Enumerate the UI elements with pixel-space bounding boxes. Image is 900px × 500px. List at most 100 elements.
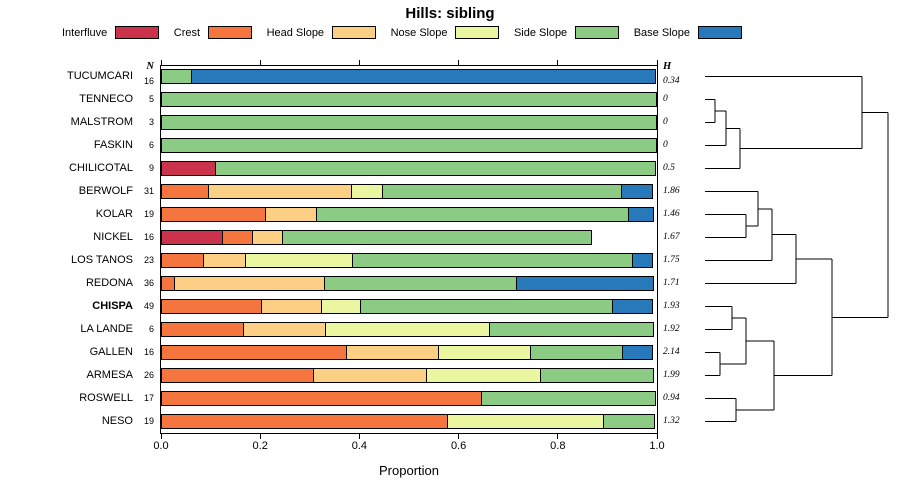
bar-segment-side (602, 414, 655, 429)
n-column-header: N (146, 61, 154, 72)
stacked-bar (161, 322, 654, 337)
bar-segment-base (516, 276, 654, 291)
h-value: 1.67 (663, 232, 680, 242)
legend-label: Base Slope (633, 26, 690, 39)
legend-item-side: Side Slope (514, 26, 620, 39)
n-count: 5 (148, 94, 154, 104)
x-tick (656, 434, 658, 439)
row-label-chilicotal: CHILICOTAL (69, 162, 133, 174)
x-tick (358, 434, 360, 439)
bar-segment-side (480, 391, 656, 406)
h-value: 1.93 (663, 301, 680, 311)
row-label-los-tanos: LOS TANOS (71, 254, 133, 266)
legend-label: Crest (173, 26, 201, 39)
h-value: 0 (663, 94, 668, 104)
nose-swatch (455, 26, 500, 39)
legend-item-interfluve: Interfluve (62, 26, 160, 39)
plot-frame (160, 65, 658, 434)
h-value: 0.94 (663, 393, 680, 403)
bar-segment-base (631, 253, 653, 268)
h-value: 0.34 (663, 76, 680, 86)
h-value: 1.86 (663, 186, 680, 196)
n-count: 36 (143, 278, 154, 288)
x-tick-label: 0.2 (252, 440, 268, 452)
stacked-bar (161, 207, 654, 222)
x-tick-label: 0.6 (450, 440, 467, 452)
bar-segment-side (161, 138, 657, 153)
stacked-bar (161, 345, 653, 360)
n-count: 16 (143, 232, 154, 242)
n-count: 6 (148, 140, 154, 150)
row-label-la-lande: LA LANDE (80, 323, 133, 335)
x-tick-top (160, 60, 162, 65)
stacked-bar (161, 391, 656, 406)
bar-segment-side (215, 161, 656, 176)
x-tick-top (458, 60, 460, 65)
n-count: 3 (148, 117, 154, 127)
row-label-nickel: NICKEL (93, 231, 133, 243)
h-value: 1.32 (663, 416, 680, 426)
stacked-bar (161, 161, 656, 176)
chart-title: Hills: sibling (405, 5, 495, 22)
row-label-neso: NESO (101, 415, 133, 427)
stacked-bar (161, 276, 654, 291)
x-tick-top (656, 60, 658, 65)
n-count: 16 (143, 347, 154, 357)
x-tick-top (557, 60, 559, 65)
bar-segment-side (488, 322, 654, 337)
legend-label: Interfluve (62, 26, 108, 39)
row-label-redona: REDONA (85, 277, 133, 289)
row-label-tenneco: TENNECO (79, 93, 133, 105)
stacked-bar (161, 299, 653, 314)
h-value: 2.14 (663, 347, 680, 357)
n-count: 16 (143, 76, 154, 86)
row-label-kolar: KOLAR (95, 208, 133, 220)
base-swatch (697, 26, 742, 39)
bar-segment-base (621, 184, 653, 199)
legend-item-crest: Crest (173, 26, 253, 39)
n-count: 23 (143, 255, 154, 265)
row-label-malstrom: MALSTROM (70, 116, 133, 128)
side-swatch (575, 26, 620, 39)
h-value: 1.92 (663, 324, 680, 334)
stacked-bar (161, 368, 654, 383)
h-value: 1.46 (663, 209, 680, 219)
n-count: 26 (143, 370, 154, 380)
stacked-bar (161, 69, 656, 84)
h-value: 0.5 (663, 163, 675, 173)
row-label-chispa: CHISPA (92, 300, 133, 312)
stacked-bar (161, 92, 657, 107)
bar-segment-side (282, 230, 592, 245)
crest-swatch (208, 26, 253, 39)
n-count: 17 (143, 393, 154, 403)
n-count: 49 (143, 301, 154, 311)
n-count: 19 (143, 416, 154, 426)
row-label-faskin: FASKIN (93, 139, 133, 151)
legend-item-base: Base Slope (634, 26, 742, 39)
head-swatch (332, 26, 377, 39)
row-label-roswell: ROSWELL (79, 392, 133, 404)
x-tick (160, 434, 162, 439)
n-count: 9 (148, 163, 154, 173)
n-count: 31 (143, 186, 154, 196)
h-value: 1.71 (663, 278, 680, 288)
h-value: 0 (663, 117, 668, 127)
h-value: 1.99 (663, 370, 680, 380)
x-tick (458, 434, 460, 439)
bar-segment-side (161, 92, 657, 107)
stacked-bar (161, 184, 653, 199)
legend: Interfluve Crest Head Slope Nose Slope Side … (62, 26, 742, 39)
row-label-gallen: GALLEN (89, 346, 133, 358)
row-label-berwolf: BERWOLF (78, 185, 133, 197)
legend-label: Nose Slope (390, 26, 448, 39)
interfluve-swatch (115, 26, 160, 39)
x-tick (557, 434, 559, 439)
x-tick-top (259, 60, 261, 65)
x-tick-label: 1.0 (649, 440, 665, 452)
x-tick (259, 434, 261, 439)
n-count: 6 (148, 324, 154, 334)
stacked-bar (161, 115, 657, 130)
n-count: 19 (143, 209, 154, 219)
